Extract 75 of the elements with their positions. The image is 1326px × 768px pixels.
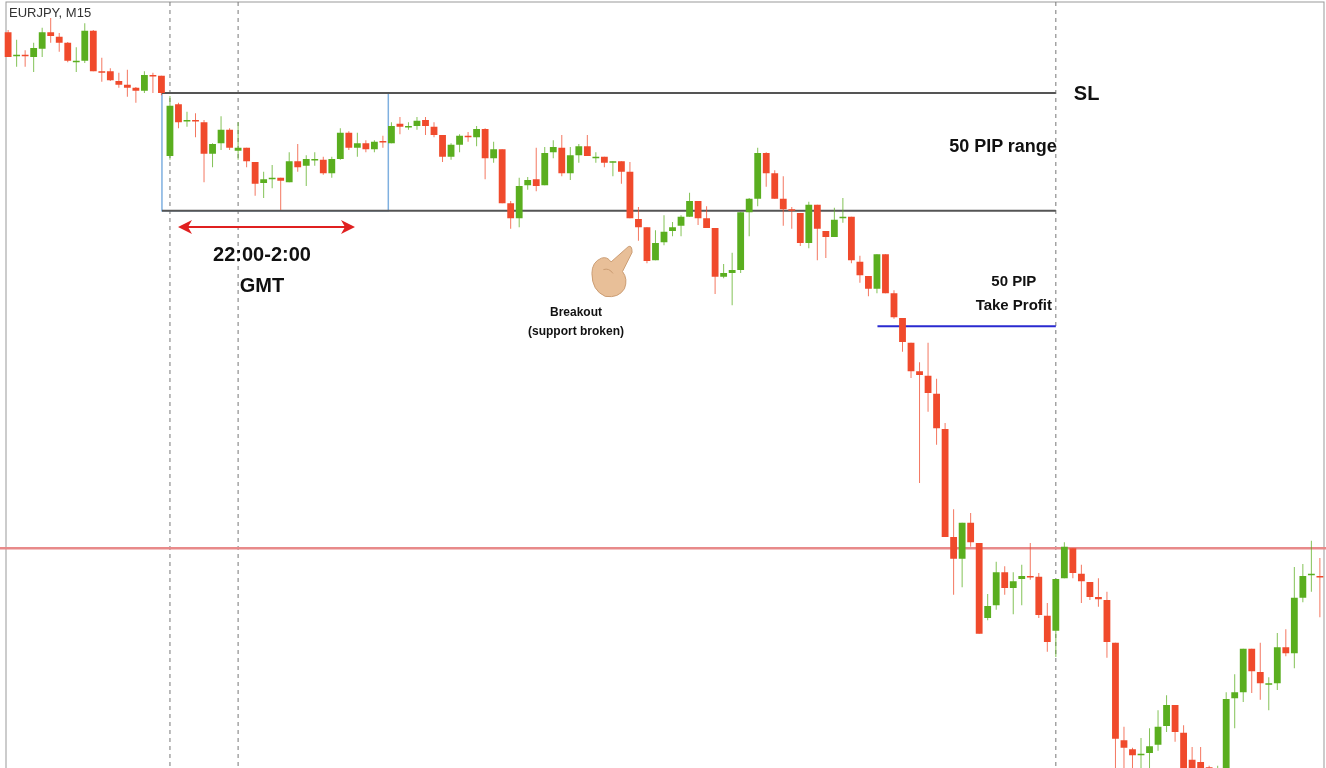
candlestick — [984, 593, 992, 621]
candlestick — [439, 134, 446, 163]
candlestick — [353, 132, 361, 158]
chart-title: EURJPY, M15 — [9, 5, 92, 20]
annotation: 50 PIP range — [949, 136, 1057, 156]
candlestick — [132, 86, 140, 104]
candlestick — [950, 508, 958, 596]
candlestick — [916, 361, 923, 484]
candlestick — [328, 156, 336, 179]
candlestick — [635, 206, 642, 242]
candlestick — [47, 17, 55, 44]
candlestick — [618, 160, 625, 185]
candlestick — [1282, 628, 1290, 657]
candlestick — [285, 151, 293, 183]
candlestick — [967, 512, 975, 548]
candlestick — [149, 72, 157, 94]
candlestick — [379, 135, 387, 149]
candlestick — [362, 139, 370, 153]
candlestick — [1248, 648, 1256, 694]
candlestick — [813, 204, 821, 261]
candlestick — [566, 146, 574, 181]
candlestick — [762, 151, 770, 188]
candlestick — [532, 147, 540, 192]
candlestick — [1077, 564, 1085, 604]
candlestick — [209, 142, 216, 168]
candlestick — [473, 125, 481, 147]
candlestick — [1231, 673, 1239, 729]
candlestick — [1001, 565, 1009, 596]
candlestick — [396, 116, 404, 135]
candlestick — [140, 70, 148, 94]
candlestick — [192, 112, 199, 138]
candlestick — [38, 27, 46, 58]
candlestick — [745, 197, 753, 237]
candlestick — [899, 317, 906, 353]
candlestick — [1009, 571, 1017, 615]
candlestick — [294, 143, 302, 173]
candlestick — [1299, 563, 1307, 603]
candlestick — [865, 275, 872, 297]
candlestick — [260, 171, 268, 199]
candlestick — [507, 200, 515, 230]
candlestick — [788, 206, 796, 230]
candlestick — [55, 32, 63, 53]
candlestick — [1018, 564, 1026, 606]
candlestick — [652, 229, 659, 261]
candlestick — [123, 69, 131, 98]
candlestick — [251, 161, 259, 197]
candlestick — [609, 160, 617, 177]
candlestick — [728, 252, 736, 306]
candlestick — [345, 130, 353, 151]
candlestick — [490, 141, 498, 164]
candlestick — [822, 230, 830, 259]
candlestick — [183, 111, 191, 128]
candlestick — [98, 57, 106, 83]
candlestick — [1265, 676, 1273, 711]
candlestick — [1129, 747, 1136, 768]
candlestick — [30, 42, 38, 73]
candlestick — [1256, 642, 1264, 701]
candlestick — [277, 177, 285, 211]
candlestick — [575, 143, 583, 164]
annotation: Breakout (support broken) — [528, 305, 624, 338]
candlestick — [1316, 557, 1324, 618]
candlestick — [1095, 577, 1102, 608]
candlestick — [830, 207, 838, 238]
candlestick — [1120, 726, 1128, 768]
candlestick — [226, 127, 233, 151]
annotation: 22:00-2:00 GMT — [213, 243, 311, 296]
candlestick — [64, 41, 72, 63]
ref-line-label: SL — [1073, 82, 1100, 104]
candlestick — [1163, 694, 1170, 733]
candlestick — [779, 175, 787, 227]
ref-line-label: 50 PIP Take Profit — [975, 272, 1053, 314]
candlestick — [1146, 727, 1153, 768]
candlestick — [175, 102, 182, 129]
candlestick — [686, 192, 693, 218]
candlestick — [234, 121, 242, 161]
